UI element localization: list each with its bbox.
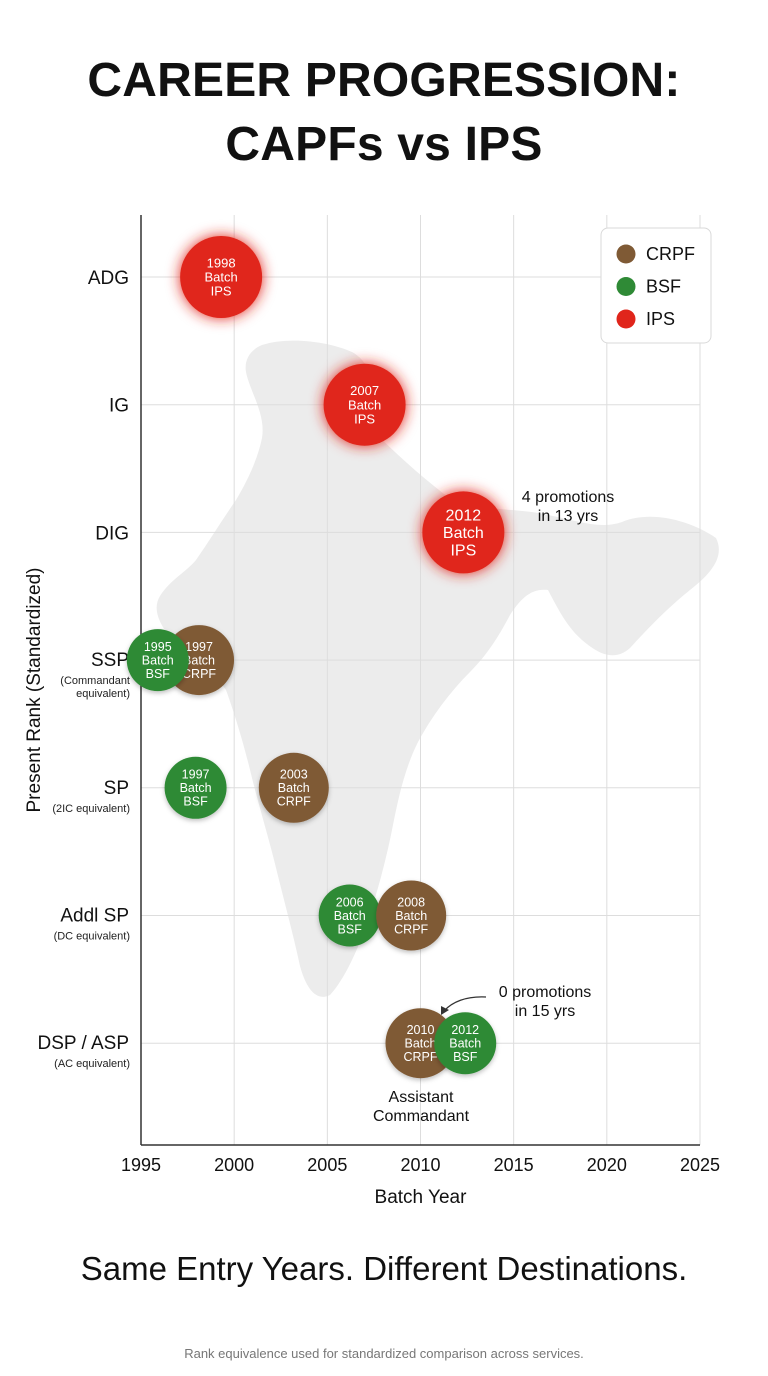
y-tick-label-addl-sp: Addl SP bbox=[60, 906, 129, 927]
point-label-crpf-1997: 1997 Batch CRPF bbox=[182, 640, 216, 681]
point-circle-ips-2007 bbox=[323, 363, 406, 446]
tagline: Same Entry Years. Different Destinations… bbox=[80, 1250, 688, 1287]
legend-label-bsf: BSF bbox=[646, 277, 681, 297]
chart-marks: 1998 Batch IPS 2007 Batch IPS 2012 Batch IPS 1997… bbox=[126, 236, 505, 1079]
point-crpf-2003: 2003 Batch CRPF bbox=[258, 752, 329, 823]
y-tick-sublabel-addl-sp: (DC equivalent) bbox=[54, 931, 130, 943]
legend-swatch-bsf bbox=[616, 277, 636, 296]
point-ips-1998: 1998 Batch IPS bbox=[180, 236, 263, 318]
point-label-crpf-2008: 2008 Batch CRPF bbox=[394, 895, 428, 936]
point-circle-bsf-2006 bbox=[318, 884, 381, 947]
y-tick-label-dig: DIG bbox=[95, 523, 129, 544]
annotation-0-promotions: 0 promotions in 15 yrs bbox=[499, 984, 592, 1020]
point-circle-bsf-2012 bbox=[434, 1012, 497, 1075]
legend-label-crpf: CRPF bbox=[646, 244, 695, 264]
y-tick-sublabel-ssp: (Commandant equivalent) bbox=[60, 675, 130, 700]
point-ips-2012: 2012 Batch IPS bbox=[422, 491, 505, 574]
point-bsf-1995: 1995 Batch BSF bbox=[126, 629, 189, 692]
chart-annotations: 4 promotions in 13 yrs 0 promotions in 15 y… bbox=[373, 489, 614, 1125]
legend-label-ips: IPS bbox=[646, 309, 675, 329]
point-crpf-2008: 2008 Batch CRPF bbox=[376, 880, 447, 951]
x-tick-label-2000: 2000 bbox=[214, 1155, 254, 1175]
y-tick-label-ig: IG bbox=[109, 396, 129, 417]
point-bsf-1997: 1997 Batch BSF bbox=[164, 756, 227, 819]
point-circle-bsf-1997 bbox=[164, 756, 227, 819]
india-map-silhouette bbox=[156, 340, 719, 997]
x-axis-label: Batch Year bbox=[375, 1187, 468, 1208]
point-circle-crpf-2003 bbox=[258, 752, 329, 823]
point-label-ips-2012: 2012 Batch IPS bbox=[443, 508, 484, 560]
annotation-arrow-head bbox=[441, 1006, 449, 1015]
footnote: Rank equivalence used for standardized c… bbox=[184, 1346, 584, 1361]
chart-axes: 1995 2000 2005 2010 2015 2020 2025 Batch Year Pr… bbox=[24, 215, 720, 1208]
y-tick-label-dsp-asp: DSP / ASP bbox=[37, 1033, 129, 1054]
y-axis-label: Present Rank (Standardized) bbox=[24, 567, 45, 812]
y-tick-sublabel-sp: (2IC equivalent) bbox=[52, 803, 130, 815]
point-label-ips-2007: 2007 Batch IPS bbox=[348, 383, 381, 426]
point-label-bsf-1995: 1995 Batch BSF bbox=[142, 640, 174, 681]
y-tick-label-sp: SP bbox=[104, 778, 129, 799]
point-circle-bsf-1995 bbox=[126, 629, 189, 692]
point-label-ips-1998: 1998 Batch IPS bbox=[204, 256, 237, 299]
point-circle-crpf-2010 bbox=[385, 1008, 456, 1079]
chart-title-line1: CAREER PROGRESSION: bbox=[87, 54, 681, 107]
legend-swatch-ips bbox=[616, 309, 636, 329]
y-tick-sublabel-dsp-asp: (AC equivalent) bbox=[54, 1058, 130, 1070]
annotation-assistant-commandant: Assistant Commandant bbox=[373, 1089, 470, 1125]
chart-legend: CRPF BSF IPS bbox=[600, 227, 712, 344]
annotation-arrow-line bbox=[443, 996, 487, 1012]
point-crpf-2010: 2010 Batch CRPF bbox=[385, 1008, 456, 1079]
y-tick-label-ssp: SSP bbox=[91, 650, 129, 671]
x-tick-label-2015: 2015 bbox=[494, 1155, 534, 1175]
rank-scatter-chart: 1995 2000 2005 2010 2015 2020 2025 Batch Year Pr… bbox=[24, 215, 720, 1208]
chart-title-line2: CAPFs vs IPS bbox=[225, 118, 543, 171]
legend-swatch-crpf bbox=[616, 244, 636, 264]
annotation-4-promotions: 4 promotions in 13 yrs bbox=[522, 489, 615, 525]
x-tick-label-1995: 1995 bbox=[121, 1155, 161, 1175]
point-label-bsf-1997: 1997 Batch BSF bbox=[180, 768, 212, 809]
point-ips-2007: 2007 Batch IPS bbox=[323, 363, 406, 446]
point-circle-ips-2012 bbox=[422, 491, 505, 574]
x-tick-label-2020: 2020 bbox=[587, 1155, 627, 1175]
x-tick-label-2005: 2005 bbox=[307, 1155, 347, 1175]
point-bsf-2006: 2006 Batch BSF bbox=[318, 884, 381, 947]
x-tick-label-2010: 2010 bbox=[400, 1155, 440, 1175]
x-tick-label-2025: 2025 bbox=[680, 1155, 720, 1175]
point-label-bsf-2012: 2012 Batch BSF bbox=[449, 1023, 481, 1064]
point-circle-crpf-2008 bbox=[376, 880, 447, 951]
point-label-crpf-2010: 2010 Batch CRPF bbox=[403, 1023, 437, 1064]
point-label-crpf-2003: 2003 Batch CRPF bbox=[277, 768, 311, 809]
y-tick-label-adg: ADG bbox=[88, 268, 129, 289]
point-circle-ips-1998 bbox=[180, 236, 263, 318]
point-bsf-2012: 2012 Batch BSF bbox=[434, 1012, 497, 1075]
point-label-bsf-2006: 2006 Batch BSF bbox=[334, 895, 366, 936]
